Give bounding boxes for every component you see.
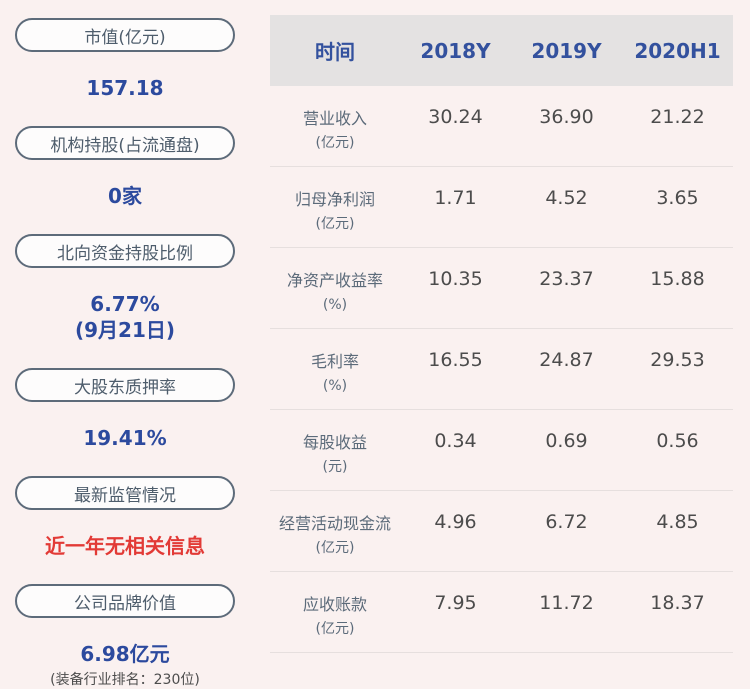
row-unit: (亿元) [315, 621, 355, 637]
cell-value: 3.65 [656, 187, 699, 209]
table-row-gross-margin: 毛利率 (%) 16.55 24.87 29.53 [270, 329, 733, 410]
metrics-sidebar: 市值(亿元) 157.18 机构持股(占流通盘) 0家 北向资金持股比例 6.7… [15, 18, 235, 689]
northbound-ratio-value: 6.77% (9月21日) [15, 291, 235, 343]
header-time: 时间 [315, 40, 355, 64]
brand-value-amount: 6.98亿元 [80, 642, 170, 666]
cell-value: 23.37 [539, 268, 594, 290]
northbound-ratio-date: (9月21日) [74, 318, 176, 342]
table-row-roe: 净资产收益率 (%) 10.35 23.37 15.88 [270, 248, 733, 329]
table-header-row: 时间 2018Y 2019Y 2020H1 [270, 15, 733, 86]
pill-institutional-holding: 机构持股(占流通盘) [15, 126, 235, 160]
cell-value: 4.96 [434, 511, 477, 533]
cell-value: 4.85 [656, 511, 699, 533]
row-unit: (元) [322, 459, 348, 475]
cell-value: 7.95 [434, 592, 477, 614]
table-row-accounts-receivable: 应收账款 (亿元) 7.95 11.72 18.37 [270, 572, 733, 653]
row-label: 净资产收益率 [286, 271, 383, 290]
cell-value: 4.52 [545, 187, 588, 209]
cell-value: 6.72 [545, 511, 588, 533]
pill-market-cap-label: 市值(亿元) [84, 27, 166, 48]
cell-value: 16.55 [428, 349, 483, 371]
cell-value: 30.24 [428, 106, 483, 128]
row-label: 营业收入 [302, 109, 367, 128]
header-2018: 2018Y [420, 38, 491, 63]
row-unit: (%) [322, 297, 348, 313]
row-label: 归母净利润 [294, 190, 375, 209]
pill-brand-value-label: 公司品牌价值 [74, 593, 176, 614]
financials-table: 时间 2018Y 2019Y 2020H1 营业收入 (亿元) 30.24 36… [270, 15, 733, 653]
institutional-holding-value: 0家 [108, 184, 142, 208]
row-label: 每股收益 [302, 433, 367, 452]
cell-value: 0.34 [434, 430, 477, 452]
pill-northbound-ratio: 北向资金持股比例 [15, 234, 235, 268]
pill-major-shareholder-pledge: 大股东质押率 [15, 368, 235, 402]
major-shareholder-pledge-value: 19.41% [83, 426, 167, 450]
market-cap-value: 157.18 [86, 76, 164, 100]
header-2020h1: 2020H1 [634, 38, 721, 63]
row-unit: (亿元) [315, 135, 355, 151]
table-row-revenue: 营业收入 (亿元) 30.24 36.90 21.22 [270, 86, 733, 167]
cell-value: 36.90 [539, 106, 594, 128]
cell-value: 11.72 [539, 592, 594, 614]
row-unit: (%) [322, 378, 348, 394]
cell-value: 29.53 [650, 349, 705, 371]
cell-value: 1.71 [434, 187, 477, 209]
pill-market-cap: 市值(亿元) [15, 18, 235, 52]
row-label: 应收账款 [302, 595, 367, 614]
row-unit: (亿元) [315, 216, 355, 232]
table-row-eps: 每股收益 (元) 0.34 0.69 0.56 [270, 410, 733, 491]
table-row-net-profit: 归母净利润 (亿元) 1.71 4.52 3.65 [270, 167, 733, 248]
pill-latest-regulation: 最新监管情况 [15, 476, 235, 510]
header-2019: 2019Y [531, 38, 602, 63]
row-unit: (亿元) [315, 540, 355, 556]
cell-value: 18.37 [650, 592, 705, 614]
cell-value: 15.88 [650, 268, 705, 290]
pill-institutional-holding-label: 机构持股(占流通盘) [50, 135, 200, 156]
cell-value: 10.35 [428, 268, 483, 290]
pill-latest-regulation-label: 最新监管情况 [74, 485, 176, 506]
row-label: 经营活动现金流 [278, 514, 391, 533]
latest-regulation-value: 近一年无相关信息 [45, 534, 205, 558]
brand-value-rank-note: (装备行业排名：230位) [50, 672, 200, 688]
table-row-operating-cashflow: 经营活动现金流 (亿元) 4.96 6.72 4.85 [270, 491, 733, 572]
row-label: 毛利率 [310, 352, 359, 371]
cell-value: 0.69 [545, 430, 588, 452]
cell-value: 24.87 [539, 349, 594, 371]
pill-brand-value: 公司品牌价值 [15, 584, 235, 618]
pill-major-shareholder-pledge-label: 大股东质押率 [74, 377, 176, 398]
pill-northbound-ratio-label: 北向资金持股比例 [57, 243, 193, 264]
cell-value: 0.56 [656, 430, 699, 452]
cell-value: 21.22 [650, 106, 705, 128]
northbound-ratio-percent: 6.77% [90, 292, 160, 316]
